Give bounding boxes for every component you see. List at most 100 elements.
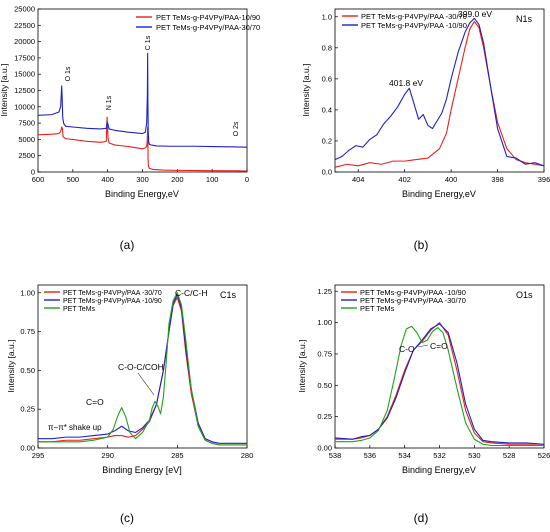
peak-label-c-o-d: C-O [399, 344, 415, 354]
panel-b: 404 402 400 398 396 0.0 0.2 0.4 0.6 0.8 1.0 Bindin… [301, 8, 550, 252]
panel-title-d: O1s [516, 290, 533, 300]
y-tick-label-a-3: 7500 [18, 119, 35, 128]
axes-b: 404 402 400 398 396 0.0 0.2 0.4 0.6 0.8 1.0 [322, 12, 550, 184]
plot-frame-a [37, 8, 248, 173]
series-line-c-1 [38, 293, 247, 444]
peak-label-c=o-d: C=O [430, 341, 448, 351]
x-axis-label-c: Binding Energy [eV] [102, 465, 182, 475]
legend-label-a-0: PET TeMs-g-P4VPy/PAA-10/90 [156, 13, 260, 22]
panel-d: 538 536 534 532 530 528 526 0.00 0.25 0.50 0.75 1.0… [297, 284, 550, 525]
series-lines-a [38, 52, 247, 172]
panel-a: 600 500 400 300 200 100 0025005000750010000125… [0, 5, 260, 253]
legend-label-a-1: PET TeMs-g-P4VPy/PAA-30/70 [156, 23, 260, 32]
annotation-line-d [417, 344, 429, 348]
panel-label-c: (c) [120, 511, 134, 525]
y-tick-label-b-5: 1.0 [322, 12, 332, 21]
x-tick-label-d-4: 530 [468, 451, 481, 460]
y-tick-label-b-2: 0.4 [322, 105, 332, 114]
x-tick-label-b-3: 398 [491, 175, 504, 184]
series-lines-b [335, 17, 544, 168]
x-tick-label-b-4: 396 [538, 175, 550, 184]
y-axis-label-d: Intensity [a.u.] [297, 340, 307, 393]
legend-label-c-2: PET TeMs [63, 306, 96, 313]
y-tick-label-a-7: 17500 [14, 53, 35, 62]
peak-label-o2s-a: O 2s [233, 121, 240, 136]
panel-label-a: (a) [120, 238, 135, 252]
y-tick-label-b-3: 0.6 [322, 74, 332, 83]
y-tick-label-a-10: 25000 [14, 5, 35, 14]
peak-label-c1s-a: C 1s [145, 35, 152, 50]
panel-title-c: C1s [220, 290, 237, 300]
y-tick-label-c-3: 0.75 [20, 327, 35, 336]
y-tick-label-a-5: 12500 [14, 86, 35, 95]
x-tick-label-d-5: 528 [503, 451, 516, 460]
x-tick-label-d-1: 536 [364, 451, 377, 460]
legend-label-c-1: PET TeMs-g-P4VPy/PAA -10/90 [63, 298, 162, 305]
peak-label-4018-b: 401.8 eV [389, 78, 423, 88]
axes-c: 295 290 285 280 0.00 0.25 0.50 0.75 1.00 [20, 288, 253, 460]
x-tick-label-c-1: 290 [101, 451, 114, 460]
x-tick-label-d-3: 532 [433, 451, 446, 460]
series-line-c-2 [38, 292, 247, 446]
peak-label-shakeup-c: π−π* shake up [48, 423, 102, 432]
y-tick-label-d-0: 0.00 [317, 444, 332, 453]
peak-label-n1s-a: N 1s [106, 95, 113, 110]
x-tick-label-c-2: 285 [171, 451, 184, 460]
x-axis-label-b: Binding Energy,eV [402, 189, 476, 199]
x-axis-label-a: Binding Energy,eV [105, 189, 179, 199]
y-axis-label-c: Intensity [a.u.] [6, 340, 16, 393]
series-line-a-1 [38, 52, 247, 148]
series-line-d-2 [335, 325, 544, 447]
x-tick-label-b-2: 400 [445, 175, 458, 184]
y-tick-label-b-1: 0.2 [322, 136, 332, 145]
y-tick-label-a-4: 10000 [14, 102, 35, 111]
y-axis-label-a: Intensity [a.u.] [0, 64, 9, 117]
y-tick-label-a-8: 20000 [14, 37, 35, 46]
plot-frame-b [334, 8, 545, 173]
panel-title-b: N1s [516, 14, 533, 24]
panel-label-b: (b) [414, 238, 429, 252]
series-line-d-1 [335, 323, 544, 445]
x-tick-label-a-0: 600 [32, 175, 45, 184]
plot-frame-c [37, 284, 248, 449]
y-tick-label-c-4: 1.00 [20, 288, 35, 297]
legend-label-c-0: PET TeMs-g-P4VPy/PAA -30/70 [63, 290, 162, 297]
legend-label-d-0: PET TeMs-g-P4VPy/PAA -10/90 [360, 288, 466, 297]
series-line-b-1 [335, 17, 544, 167]
x-tick-label-a-3: 300 [136, 175, 149, 184]
peak-label-399-b: 399.0 eV [458, 9, 492, 19]
x-tick-label-a-1: 500 [67, 175, 80, 184]
y-tick-label-a-1: 2500 [18, 151, 35, 160]
y-tick-label-a-0: 0 [31, 168, 35, 177]
x-tick-label-a-4: 200 [171, 175, 184, 184]
x-tick-label-b-0: 404 [352, 175, 365, 184]
peak-label-coc-c: C-O-C/COH [118, 362, 164, 372]
series-lines-c [38, 292, 247, 446]
x-tick-label-b-1: 402 [398, 175, 411, 184]
x-tick-label-c-3: 280 [241, 451, 254, 460]
series-line-b-0 [335, 20, 544, 168]
axes-d: 538 536 534 532 530 528 526 0.00 0.25 0.50 0.75 1.0… [317, 287, 550, 460]
y-tick-label-a-6: 15000 [14, 70, 35, 79]
y-tick-label-d-3: 0.75 [317, 349, 332, 358]
x-tick-label-d-0: 538 [329, 451, 342, 460]
y-tick-label-a-9: 22500 [14, 21, 35, 30]
annotation-arrow-coc-c [137, 372, 155, 396]
panel-label-d: (d) [414, 511, 429, 525]
peak-label-co-c: C=O [86, 397, 104, 407]
y-tick-label-c-2: 0.50 [20, 366, 35, 375]
series-line-a-0 [38, 116, 247, 172]
x-tick-label-a-2: 400 [101, 175, 114, 184]
y-tick-label-c-1: 0.25 [20, 405, 35, 414]
x-tick-label-d-6: 526 [538, 451, 550, 460]
x-tick-label-d-2: 534 [398, 451, 411, 460]
legend-label-b-1: PET TeMs-g-P4VPy/PAA -10/90 [361, 21, 467, 30]
y-tick-label-d-5: 1.25 [317, 287, 332, 296]
axes-a: 600 500 400 300 200 100 0025005000750010000125… [14, 5, 249, 185]
y-tick-label-d-4: 1.00 [317, 318, 332, 327]
legend-label-d-1: PET TeMs-g-P4VPy/PAA -30/70 [360, 296, 466, 305]
legend-label-d-2: PET TeMs [360, 304, 395, 313]
y-tick-label-d-1: 0.25 [317, 412, 332, 421]
x-tick-label-a-6: 0 [245, 175, 249, 184]
